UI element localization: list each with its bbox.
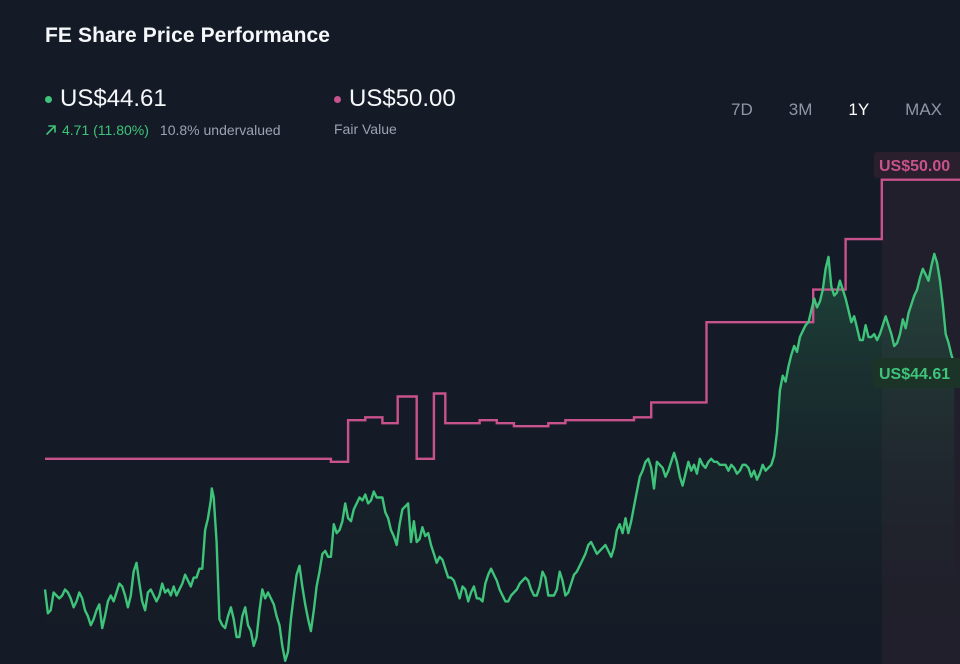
fair-value-dot-icon bbox=[334, 95, 341, 103]
valuation-status: 10.8% undervalued bbox=[159, 122, 281, 138]
fair-value-label: Fair Value bbox=[334, 121, 397, 137]
price-tag: US$44.61 bbox=[879, 366, 950, 383]
share-price-area bbox=[45, 253, 955, 664]
price-change-line: 4.71 (11.80%) 10.8% undervalued bbox=[45, 121, 281, 139]
fair-value: US$50.00 bbox=[334, 85, 456, 113]
current-price: US$44.61 bbox=[45, 85, 281, 113]
share-price-line bbox=[43, 252, 956, 662]
range-selector: 7D 3M 1Y MAX bbox=[695, 100, 942, 120]
price-tag-bg bbox=[873, 358, 960, 388]
price-summary: US$44.61 4.71 (11.80%) 10.8% undervalued bbox=[45, 85, 281, 139]
fair-value-tag: US$50.00 bbox=[879, 158, 950, 175]
range-7d-button[interactable]: 7D bbox=[731, 100, 753, 119]
range-3m-button[interactable]: 3M bbox=[788, 100, 813, 119]
fair-value-line bbox=[45, 178, 960, 463]
price-dot-icon bbox=[45, 95, 52, 103]
fair-value-summary: US$50.00 Fair Value bbox=[334, 85, 456, 139]
value-tags: US$50.00 US$44.61 bbox=[873, 152, 960, 388]
price-change-value: 4.71 (11.80%) bbox=[62, 122, 149, 138]
range-max-button[interactable]: MAX bbox=[905, 100, 942, 119]
chart-title: FE Share Price Performance bbox=[45, 24, 331, 47]
arrow-up-right-icon bbox=[46, 125, 56, 135]
fair-value-value: US$50.00 bbox=[349, 85, 456, 112]
current-price-value: US$44.61 bbox=[60, 85, 167, 112]
range-1y-button[interactable]: 1Y bbox=[848, 100, 870, 119]
price-area bbox=[45, 253, 955, 664]
series-lines bbox=[43, 178, 960, 662]
price-change: 4.71 (11.80%) bbox=[45, 122, 149, 138]
fair-value-tag-bg bbox=[874, 152, 960, 178]
